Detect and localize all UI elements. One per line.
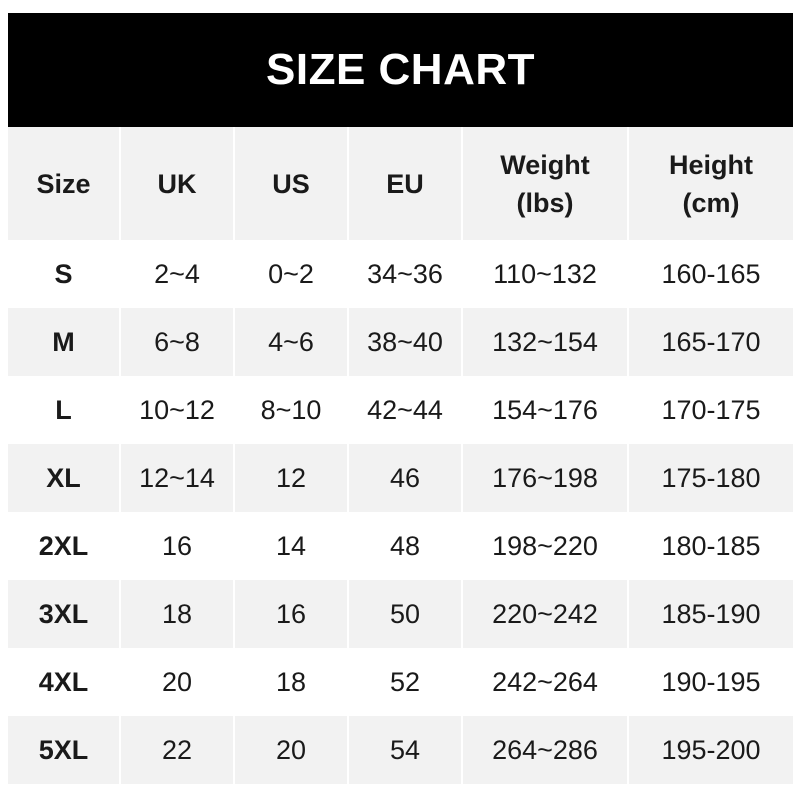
cell-uk: 2~4 <box>120 240 235 308</box>
header-label: Weight <box>500 149 590 180</box>
column-header-eu: EU <box>348 127 463 240</box>
cell-size: 5XL <box>8 716 121 784</box>
header-unit: (lbs) <box>516 187 574 218</box>
cell-height: 175-180 <box>661 462 761 493</box>
table-row: S 2~4 0~2 34~36 110~132 160-165 <box>8 240 793 308</box>
cell-us: 18 <box>234 648 349 716</box>
size-chart-table: Size UK US EU Weight (lbs) Height (cm) S 2~4 0~2 3… <box>8 127 793 784</box>
cell-us: 14 <box>234 512 349 580</box>
table-row: L 10~12 8~10 42~44 154~176 170-175 <box>8 376 793 444</box>
cell-uk: 18 <box>120 580 235 648</box>
cell-uk: 12~14 <box>120 444 235 512</box>
cell-size: 2XL <box>8 512 121 580</box>
cell-us: 16 <box>234 580 349 648</box>
cell-eu: 38~40 <box>348 308 463 376</box>
header-label: Height <box>669 149 753 180</box>
header-label: US <box>272 168 310 199</box>
cell-size: 3XL <box>8 580 121 648</box>
table-row: 2XL 16 14 48 198~220 180-185 <box>8 512 793 580</box>
column-header-height: Height (cm) <box>628 127 793 240</box>
cell-uk: 10~12 <box>120 376 235 444</box>
cell-height: 185-190 <box>661 598 761 629</box>
cell-height: 165-170 <box>661 326 761 357</box>
cell-eu: 50 <box>348 580 463 648</box>
cell-size: S <box>8 240 121 308</box>
cell-height: 195-200 <box>661 734 761 765</box>
cell-height: 180-185 <box>661 530 761 561</box>
cell-size: L <box>8 376 121 444</box>
cell-uk: 20 <box>120 648 235 716</box>
column-header-uk: UK <box>120 127 235 240</box>
cell-height: 170-175 <box>661 394 761 425</box>
cell-eu: 54 <box>348 716 463 784</box>
size-chart-title: SIZE CHART <box>8 13 793 127</box>
cell-eu: 34~36 <box>348 240 463 308</box>
table-row: 4XL 20 18 52 242~264 190-195 <box>8 648 793 716</box>
cell-uk: 22 <box>120 716 235 784</box>
header-label: Size <box>36 168 91 199</box>
table-row: XL 12~14 12 46 176~198 175-180 <box>8 444 793 512</box>
cell-weight: 242~264 <box>462 648 629 716</box>
cell-us: 0~2 <box>234 240 349 308</box>
cell-weight: 110~132 <box>462 240 629 308</box>
header-unit: (cm) <box>682 187 740 218</box>
cell-weight: 264~286 <box>462 716 629 784</box>
cell-size: 4XL <box>8 648 121 716</box>
cell-weight: 154~176 <box>462 376 629 444</box>
column-header-us: US <box>234 127 349 240</box>
cell-weight: 198~220 <box>462 512 629 580</box>
cell-uk: 16 <box>120 512 235 580</box>
table-row: 3XL 18 16 50 220~242 185-190 <box>8 580 793 648</box>
cell-us: 12 <box>234 444 349 512</box>
column-header-size: Size <box>8 127 121 240</box>
column-header-weight: Weight (lbs) <box>462 127 629 240</box>
cell-eu: 46 <box>348 444 463 512</box>
cell-size: XL <box>8 444 121 512</box>
cell-uk: 6~8 <box>120 308 235 376</box>
cell-weight: 220~242 <box>462 580 629 648</box>
cell-height: 160-165 <box>661 258 761 289</box>
cell-eu: 48 <box>348 512 463 580</box>
cell-us: 8~10 <box>234 376 349 444</box>
header-row: Size UK US EU Weight (lbs) Height (cm) <box>8 127 793 240</box>
cell-us: 20 <box>234 716 349 784</box>
cell-weight: 132~154 <box>462 308 629 376</box>
cell-size: M <box>8 308 121 376</box>
cell-us: 4~6 <box>234 308 349 376</box>
table-row: M 6~8 4~6 38~40 132~154 165-170 <box>8 308 793 376</box>
cell-eu: 52 <box>348 648 463 716</box>
table-row: 5XL 22 20 54 264~286 195-200 <box>8 716 793 784</box>
cell-weight: 176~198 <box>462 444 629 512</box>
header-label: UK <box>157 168 197 199</box>
header-label: EU <box>386 168 424 199</box>
cell-height: 190-195 <box>661 666 761 697</box>
cell-eu: 42~44 <box>348 376 463 444</box>
